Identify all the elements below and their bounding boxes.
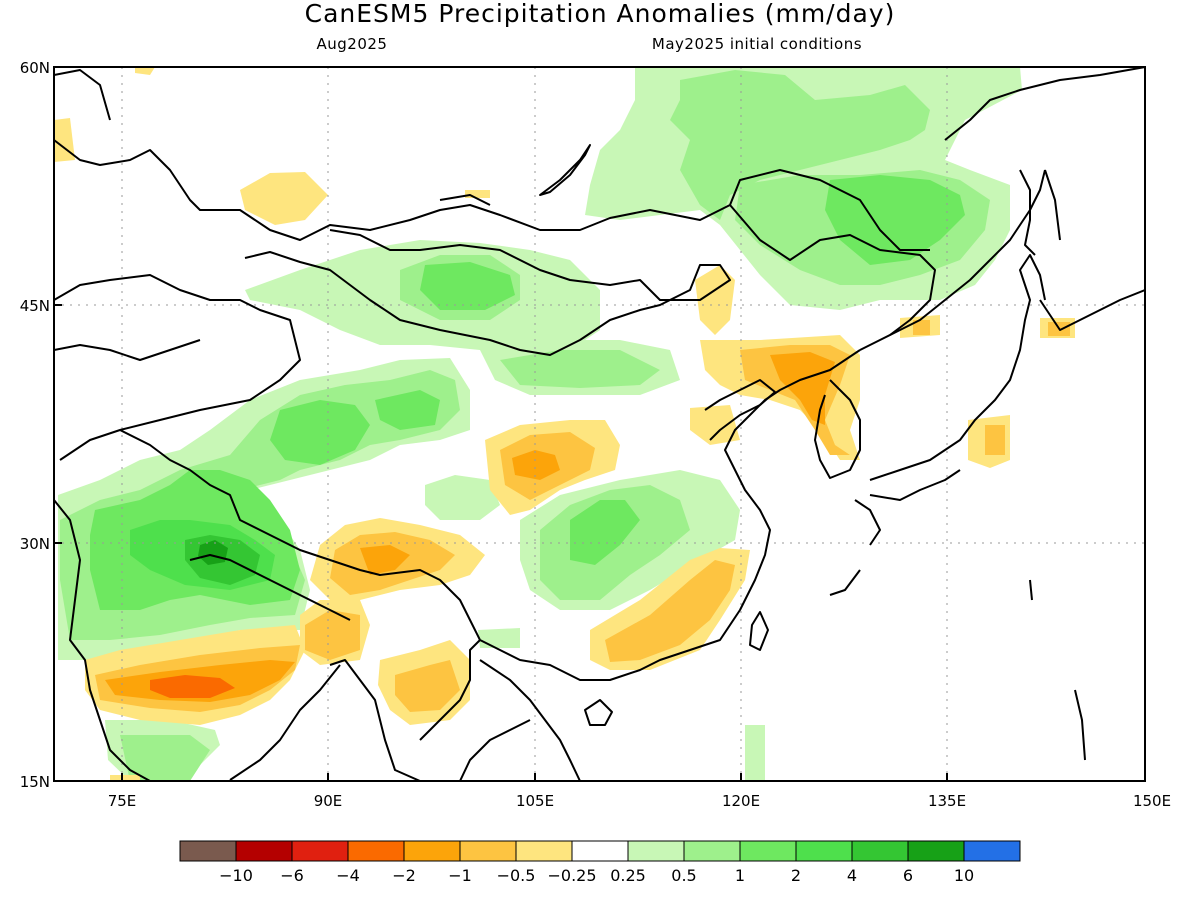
colorbar-swatch (347, 840, 405, 862)
lon-label-150e: 150E (1133, 792, 1171, 810)
colorbar-label: 6 (903, 866, 913, 885)
map-title: CanESM5 Precipitation Anomalies (mm/day) (305, 0, 896, 28)
colorbar-swatch (571, 840, 629, 862)
colorbar-label: −10 (219, 866, 253, 885)
longitude-labels: 75E 90E 105E 120E 135E 150E (108, 792, 1171, 810)
colorbar-label: −4 (336, 866, 360, 885)
lat-label-15n: 15N (20, 773, 50, 791)
lon-label-75e: 75E (108, 792, 137, 810)
axis-ticks (54, 66, 1146, 782)
coastlines (54, 67, 1145, 781)
latitude-labels: 60N 45N 30N 15N (20, 59, 50, 791)
colorbar-swatch (963, 840, 1021, 862)
colorbar-label: −6 (280, 866, 304, 885)
colorbar-label: −1 (448, 866, 472, 885)
colorbar-label: 4 (847, 866, 857, 885)
colorbar-swatch (795, 840, 853, 862)
lon-label-105e: 105E (516, 792, 554, 810)
colorbar-swatch (907, 840, 965, 862)
gridlines (54, 67, 1145, 781)
lat-label-60n: 60N (20, 59, 50, 77)
map-frame (53, 66, 1146, 782)
colorbar-swatch (683, 840, 741, 862)
lat-label-30n: 30N (20, 535, 50, 553)
lon-label-90e: 90E (314, 792, 343, 810)
anomaly-fill-positive-max (198, 540, 228, 565)
lat-label-45n: 45N (20, 297, 50, 315)
colorbar-label: −0.5 (497, 866, 536, 885)
colorbar-label: 1 (735, 866, 745, 885)
colorbar-swatch (739, 840, 797, 862)
anomaly-fill-negative-verystrong (150, 675, 235, 698)
colorbar-swatch (515, 840, 573, 862)
colorbar-swatch (459, 840, 517, 862)
colorbar-swatch (235, 840, 293, 862)
colorbar-swatch (291, 840, 349, 862)
colorbar-swatch (403, 840, 461, 862)
colorbar-label: −2 (392, 866, 416, 885)
colorbar-label: 0.5 (671, 866, 696, 885)
colorbar-label: 0.25 (610, 866, 646, 885)
colorbar: −10 −6 −4 −2 −1 −0.5 −0.25 0.25 0.5 1 2 4 6 10 (179, 840, 1021, 885)
map-area (54, 67, 1145, 781)
colorbar-swatch (851, 840, 909, 862)
lon-label-135e: 135E (928, 792, 966, 810)
colorbar-swatch (627, 840, 685, 862)
colorbar-label: −0.25 (547, 866, 596, 885)
colorbar-label: 2 (791, 866, 801, 885)
valid-month-label: Aug2025 (317, 35, 388, 53)
init-conditions-label: May2025 initial conditions (652, 35, 862, 53)
lon-label-120e: 120E (722, 792, 760, 810)
colorbar-swatch (179, 840, 237, 862)
colorbar-label: 10 (954, 866, 974, 885)
